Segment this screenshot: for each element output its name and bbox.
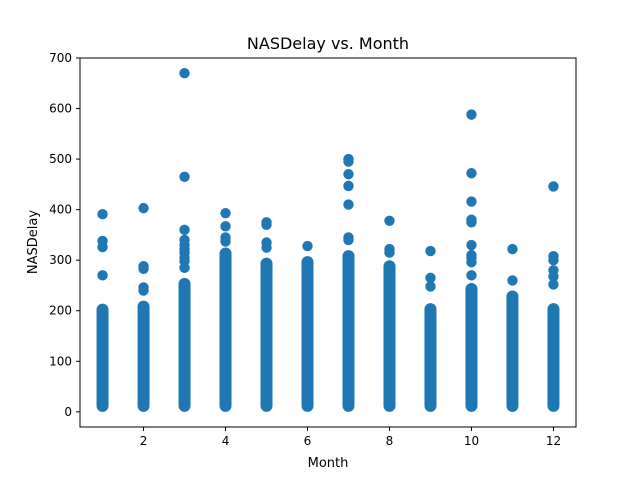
data-point xyxy=(220,207,231,219)
dense-point-column xyxy=(178,277,191,412)
dense-point-column xyxy=(137,300,150,412)
y-axis-label: NASDelay xyxy=(26,210,41,274)
chart-title: NASDelay vs. Month xyxy=(247,34,409,53)
x-tick-label: 4 xyxy=(222,434,230,448)
data-point xyxy=(138,263,149,274)
data-point xyxy=(466,168,477,179)
data-point xyxy=(548,279,559,290)
x-tick-label: 10 xyxy=(464,434,479,448)
plot-frame xyxy=(79,57,577,428)
data-point xyxy=(466,196,477,207)
y-tick-label: 400 xyxy=(49,203,72,217)
data-points xyxy=(96,67,560,412)
data-point xyxy=(466,109,477,120)
data-point xyxy=(343,156,354,167)
data-point xyxy=(425,245,436,257)
data-point xyxy=(138,285,149,296)
data-point xyxy=(548,181,559,192)
dense-point-column xyxy=(342,250,355,412)
data-point xyxy=(466,257,477,268)
data-point xyxy=(466,239,477,251)
data-point xyxy=(179,67,190,79)
data-point xyxy=(220,221,231,232)
dense-point-column xyxy=(260,257,273,412)
y-tick-label: 300 xyxy=(49,253,72,267)
y-axis-ticks: 0 100 200 300 400 500 600 700 xyxy=(49,51,80,419)
dense-point-column xyxy=(383,260,396,412)
y-tick-label: 0 xyxy=(64,405,72,419)
data-point xyxy=(220,236,231,247)
data-point xyxy=(343,199,354,210)
x-tick-label: 6 xyxy=(304,434,312,448)
x-axis-label: Month xyxy=(308,456,349,471)
dense-point-column xyxy=(96,303,109,412)
data-point xyxy=(548,254,559,266)
data-point xyxy=(343,234,354,246)
y-tick-label: 100 xyxy=(49,354,72,368)
data-point xyxy=(138,202,149,214)
data-point xyxy=(425,281,436,292)
data-point xyxy=(507,243,518,255)
data-point xyxy=(425,272,436,284)
data-point xyxy=(384,247,395,258)
data-point xyxy=(466,270,477,281)
data-point xyxy=(179,262,190,273)
dense-point-column xyxy=(301,256,314,412)
x-tick-label: 8 xyxy=(386,434,394,448)
data-point xyxy=(343,169,354,180)
data-point xyxy=(466,217,477,228)
data-point xyxy=(179,171,190,182)
x-tick-label: 12 xyxy=(546,434,561,448)
dense-point-column xyxy=(547,303,560,412)
dense-point-column xyxy=(424,303,437,412)
data-point xyxy=(179,224,190,236)
data-point xyxy=(384,215,395,226)
data-point xyxy=(507,275,518,286)
data-point xyxy=(97,270,108,281)
data-point xyxy=(302,240,313,252)
dense-point-column xyxy=(465,282,478,412)
y-tick-label: 500 xyxy=(49,152,72,166)
dense-point-column xyxy=(219,247,232,412)
y-tick-label: 700 xyxy=(49,51,72,65)
data-point xyxy=(548,271,559,282)
dense-point-column xyxy=(506,290,519,412)
data-point xyxy=(261,242,272,253)
data-point xyxy=(261,219,272,231)
y-tick-label: 200 xyxy=(49,304,72,318)
x-axis-ticks: 2 4 6 8 10 12 xyxy=(140,427,561,448)
data-point xyxy=(343,180,354,192)
y-tick-label: 600 xyxy=(49,102,72,116)
data-point xyxy=(97,241,108,253)
x-tick-label: 2 xyxy=(140,434,148,448)
data-point xyxy=(97,208,108,220)
